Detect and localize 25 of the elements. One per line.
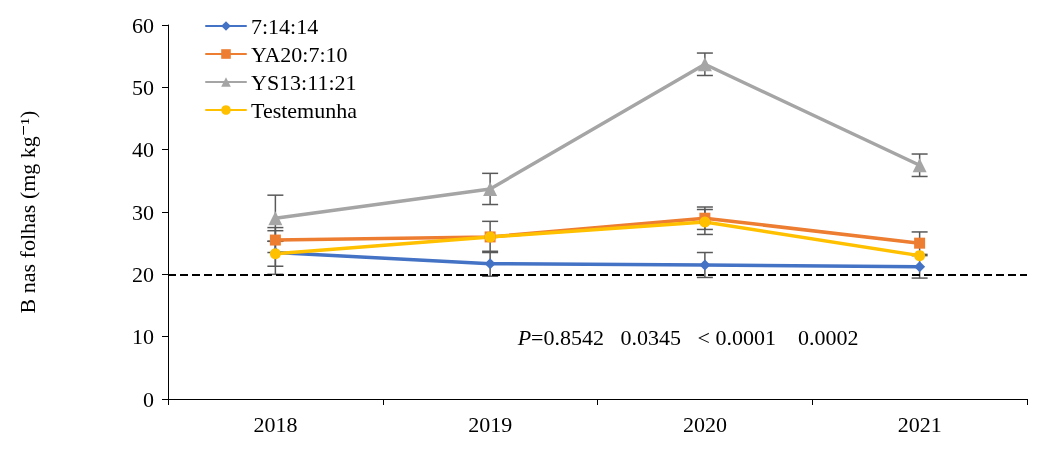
- y-tick-label: 10: [132, 324, 154, 350]
- x-tick-label: 2020: [682, 411, 727, 437]
- point: [914, 261, 926, 273]
- point: [269, 234, 281, 246]
- point: [483, 181, 498, 196]
- legend-label: 7:14:14: [251, 13, 319, 39]
- x-tick-label: 2019: [468, 411, 513, 437]
- point: [912, 158, 927, 173]
- legend-label: YA20:7:10: [251, 41, 348, 67]
- y-tick-label: 30: [132, 199, 154, 225]
- point: [697, 57, 712, 72]
- annotation: P=0.8542 0.0345 < 0.0001 0.0002: [516, 324, 859, 350]
- point: [914, 250, 926, 262]
- point: [699, 216, 711, 228]
- x-tick-label: 2018: [253, 411, 298, 437]
- legend-label: Testemunha: [251, 97, 358, 123]
- x-tick-label: 2021: [897, 411, 942, 437]
- y-tick-label: 20: [132, 261, 154, 287]
- point: [914, 237, 926, 249]
- y-tick-label: 60: [132, 12, 154, 38]
- y-tick-label: 50: [132, 74, 154, 100]
- y-tick-label: 40: [132, 137, 154, 163]
- legend-label: YS13:11:21: [251, 69, 357, 95]
- y-axis-title: B nas folhas (mg kg⁻¹): [14, 110, 40, 314]
- y-tick-label: 0: [143, 386, 154, 412]
